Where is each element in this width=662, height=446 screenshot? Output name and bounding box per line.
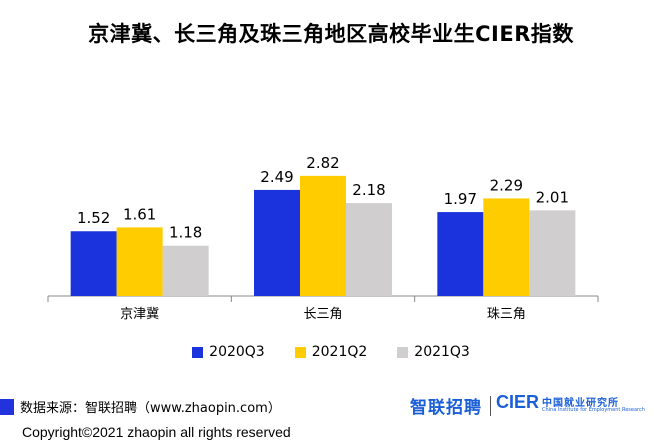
source-marker-icon	[0, 398, 14, 415]
bar-2-0	[437, 212, 484, 296]
legend-label-1: 2021Q2	[311, 344, 368, 360]
bar-1-0	[254, 189, 300, 296]
data-label-0-1: 1.61	[123, 205, 156, 223]
data-label-2-0: 1.97	[444, 190, 477, 208]
bar-0-2	[162, 245, 209, 296]
data-label-1-2: 2.18	[352, 181, 385, 199]
footer: 数据来源：智联招聘（www.zhaopin.com） 智联招聘 CIER 中国就…	[0, 390, 662, 424]
data-source-text: 数据来源：智联招聘（www.zhaopin.com）	[20, 401, 281, 416]
data-label-2-1: 2.29	[490, 176, 523, 194]
data-label-1-0: 2.49	[260, 168, 293, 186]
bar-0-1	[116, 227, 163, 296]
bar-2-1	[483, 198, 530, 296]
cier-logo: CIER	[496, 392, 540, 412]
legend-item-1: 2021Q2	[294, 344, 368, 360]
chart-title: 京津冀、长三角及珠三角地区高校毕业生CIER指数	[88, 22, 574, 46]
x-tick-label-2: 珠三角	[487, 307, 526, 322]
bar-2-2	[529, 210, 576, 296]
data-label-1-1: 2.82	[306, 154, 339, 172]
legend-swatch-1	[294, 346, 306, 358]
data-label-2-2: 2.01	[536, 188, 569, 206]
data-source: 数据来源：智联招聘（www.zhaopin.com）	[0, 397, 281, 416]
bar-0-0	[70, 231, 117, 296]
zhilian-logo: 智联招聘	[410, 398, 482, 418]
logo-divider	[490, 396, 491, 416]
legend-label-2: 2021Q3	[414, 344, 470, 360]
cier-logo-cn: 中国就业研究所	[542, 398, 619, 409]
legend-swatch-2	[397, 346, 409, 358]
data-label-0-2: 1.18	[169, 224, 202, 242]
cier-logo-en: China Institute for Employment Research	[542, 407, 645, 413]
copyright: Copyright©2021 zhaopin all rights reserv…	[22, 424, 291, 440]
legend-label-0: 2020Q3	[209, 344, 265, 360]
data-label-0-0: 1.52	[77, 209, 110, 227]
legend-swatch-0	[192, 346, 204, 358]
x-tick-label-1: 长三角	[303, 307, 342, 322]
legend-item-0: 2020Q3	[192, 344, 265, 360]
legend: 2020Q3 2021Q2 2021Q3	[0, 344, 662, 360]
x-tick-label-0: 京津冀	[120, 306, 159, 322]
bar-1-1	[300, 175, 346, 296]
bar-1-2	[346, 203, 392, 296]
legend-item-2: 2021Q3	[397, 344, 470, 360]
